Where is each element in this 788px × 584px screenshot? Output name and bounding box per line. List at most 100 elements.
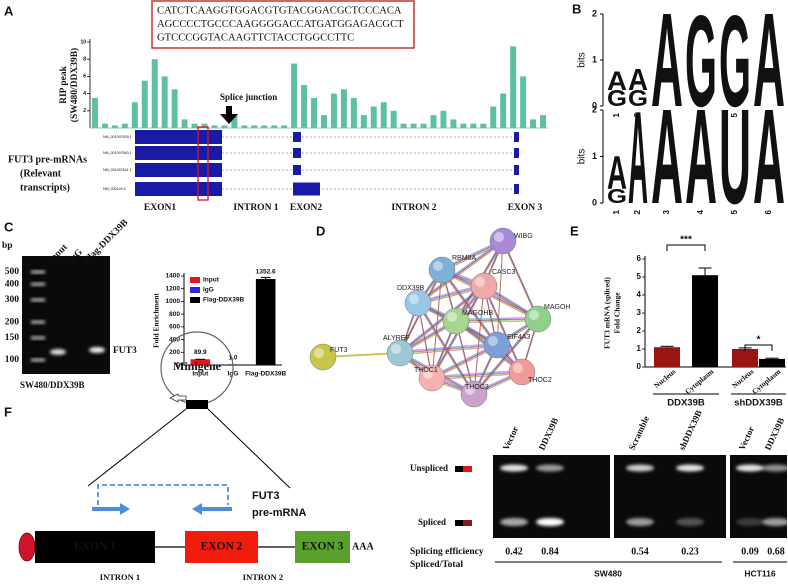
logo-letter: A [628,64,648,97]
group-label: DDX39B [667,398,705,409]
x-tick-label: Cytoplasm [683,366,716,396]
bar [191,123,198,128]
position-label: 2 [633,209,642,214]
cell-line-label: HCT116 [744,568,775,578]
exon [135,146,222,160]
bar [470,123,477,128]
logo-letter: A [628,85,648,232]
y-tick-label: 0 [176,362,180,369]
node-highlight [447,312,457,322]
efficiency-value: 0.54 [631,546,649,557]
bar [390,110,397,128]
track-label: transcripts) [20,182,70,193]
y-tick-label: 10 [80,39,86,45]
exon [514,148,519,158]
bar [520,76,527,128]
network-node [428,256,456,284]
bar [320,115,327,128]
primer-reverse [192,503,232,515]
cell-line-label: SW480 [594,568,622,578]
node-label: DDX39B [397,285,425,292]
exon-label: EXON 2 [201,541,243,553]
legend-label: IgG [203,287,214,294]
bar [211,125,218,128]
node-label: THOC3 [465,384,489,391]
network-node [386,339,414,367]
gel-band [626,464,654,472]
bar [281,125,288,128]
bar [131,102,138,128]
y-tick-label: 2 [83,108,86,114]
node-label: THOC2 [528,377,552,384]
bar [490,106,497,128]
zoom-line [87,408,187,487]
unit-label: bp [2,241,13,251]
value-label: 89.9 [194,349,207,356]
network-node [460,380,488,408]
legend-label: Input [203,277,220,284]
region-label: EXON 3 [508,203,543,213]
x-tick-label: Cytoplasm [750,366,783,396]
network-edge [417,240,504,304]
bar [530,119,537,128]
y-axis-label: FUT3 mRNA (spliced) [603,277,612,349]
logo-letter: G [685,0,717,134]
node-highlight [433,261,443,271]
y-tick-label: 4 [83,91,86,97]
bar [460,123,467,128]
logo-letter: A [685,82,717,233]
node-label: WIBG [514,233,533,240]
y-axis-label: bits [577,149,588,165]
gene-label: pre-mRNA [252,507,306,519]
gel-band [89,347,105,353]
bar [101,123,108,128]
position-label: 5 [730,209,739,214]
bar [350,97,357,128]
y-tick-label: 6 [83,74,86,80]
network-edge [473,319,539,396]
gel-band [762,518,788,526]
ladder-label: 300 [5,295,20,305]
efficiency-label: Splicing efficiency [410,547,484,557]
bar [440,110,447,128]
exon [293,132,301,142]
node-highlight [513,363,523,373]
gel-band [676,464,704,472]
network-edge [502,239,539,319]
network-node [508,358,536,386]
gel-band [626,518,654,526]
node-highlight [494,232,504,242]
annotation: Splice junction [220,92,277,102]
gel-band [536,518,564,526]
network-edge [399,346,498,356]
network-edge [483,285,523,373]
exon [514,132,519,142]
y-tick-label: 600 [169,324,180,331]
y-axis-label: bits [577,52,588,68]
network-edge [455,317,539,321]
region-label: EXON1 [144,203,176,213]
position-label: 4 [696,209,705,214]
exon [293,148,301,158]
network-edge [431,371,523,379]
lane-label: shDDX39B [677,409,704,452]
transcript-id: NM_001097639.1 [103,135,132,139]
network-node [404,289,432,317]
bar [111,125,118,128]
bar [251,125,258,128]
band-label: Unspliced [410,463,448,473]
bar [171,89,178,128]
logo-letter: A [651,0,683,136]
x-tick-label: Flag-DDX39B [245,371,286,378]
logo-letter: U [719,82,751,233]
bar [480,123,487,128]
sequence-line: AGCCCCTGCCCAAGGGGACCATGATGGAGACGCT [157,19,404,30]
legend-swatch [190,297,200,303]
significance-label: * [757,335,761,346]
bar [759,358,785,367]
zoom-line [207,408,291,489]
lane-label: DDX39B [537,416,561,452]
legend-swatch [190,287,200,293]
network-edge [455,316,539,320]
panel-label: A [4,3,14,18]
